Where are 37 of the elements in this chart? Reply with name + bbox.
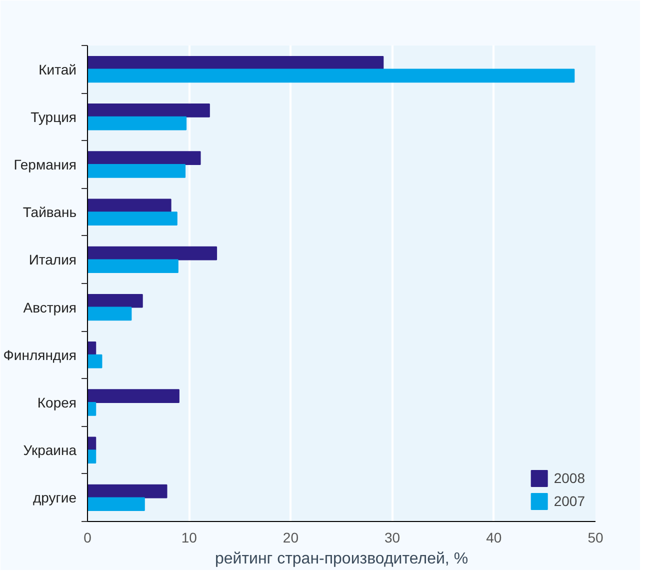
x-axis-title: рейтинг стран-производителей, % [214, 550, 468, 568]
bar [88, 259, 178, 274]
bar [88, 450, 96, 464]
x-tick-label: 40 [486, 530, 502, 546]
x-tick-label: 20 [282, 530, 299, 546]
x-tick-label: 0 [84, 530, 92, 546]
bar [88, 212, 178, 226]
x-tick-label: 50 [588, 530, 604, 546]
y-tick-label: Финляндия [3, 346, 77, 363]
bar [88, 246, 218, 260]
bar [88, 151, 201, 165]
bar [88, 104, 210, 118]
bar [88, 56, 384, 70]
y-tick-label: Китай [38, 61, 77, 78]
x-tick-label: 10 [181, 530, 198, 546]
y-tick-label: другие [32, 490, 77, 506]
bar [88, 497, 145, 512]
y-tick-label: Тайвань [22, 204, 77, 220]
y-tick-label: Турция [30, 108, 77, 125]
bar [88, 68, 575, 83]
legend-label: 2008 [554, 470, 585, 486]
y-tick-label: Германия [14, 156, 77, 172]
x-tick-label: 30 [384, 530, 400, 546]
legend-label: 2007 [554, 493, 585, 509]
bar [88, 484, 168, 498]
y-tick-label: Корея [37, 394, 77, 410]
bar [88, 198, 172, 213]
y-tick-label: Австрия [23, 299, 76, 316]
y-tick-label: Украина [23, 442, 77, 458]
bar [88, 164, 186, 178]
bar [88, 116, 187, 130]
bar [88, 402, 96, 416]
y-tick-label: Италия [28, 252, 77, 268]
bar [88, 306, 132, 321]
bar [88, 294, 143, 308]
bar [88, 354, 102, 368]
bar [88, 389, 180, 403]
